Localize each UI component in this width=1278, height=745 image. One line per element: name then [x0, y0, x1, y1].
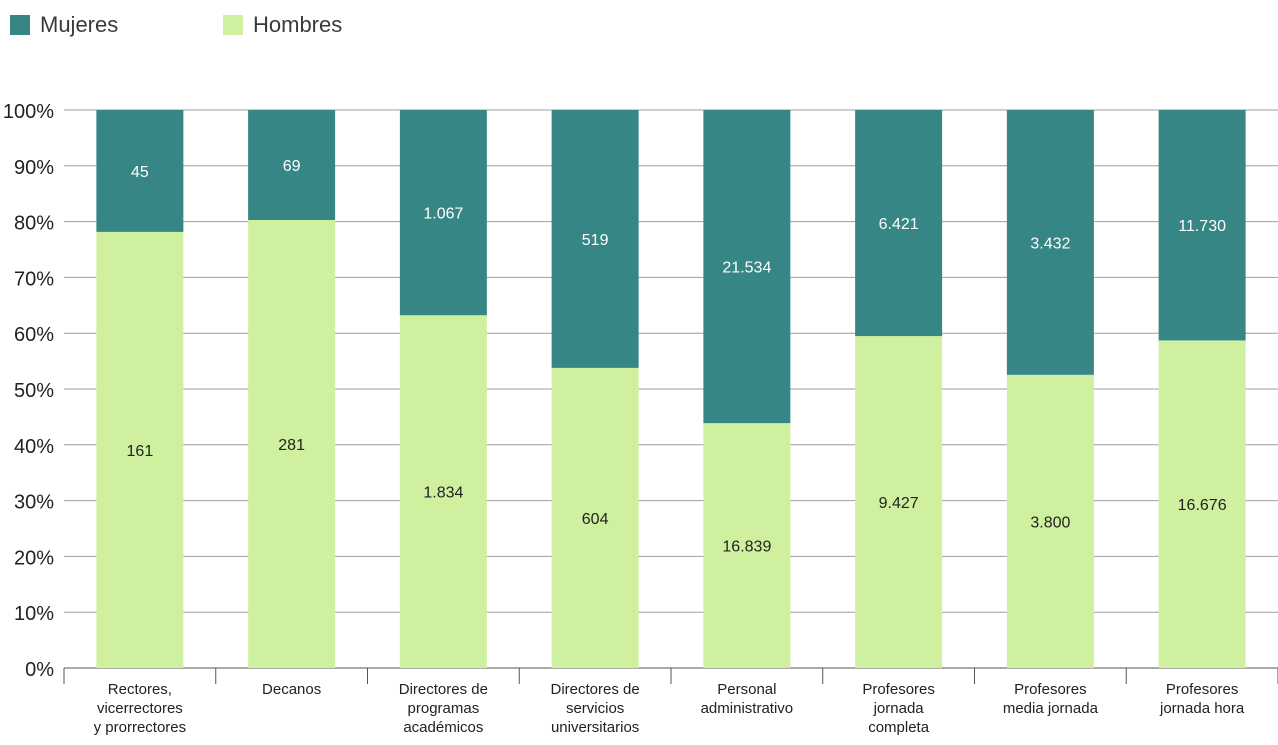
data-label-hombres: 1.834: [423, 485, 463, 502]
x-tick-label: Profesores jornada completa: [862, 681, 935, 736]
y-tick-label: 50%: [14, 380, 54, 402]
data-label-mujeres: 3.432: [1030, 235, 1070, 252]
bar-mujeres: [1006, 110, 1094, 375]
x-tick-label: Decanos: [262, 681, 321, 698]
legend-label-mujeres: Mujeres: [40, 12, 119, 37]
x-tick-label: Personal administrativo: [701, 681, 794, 717]
data-label-mujeres: 11.730: [1178, 218, 1226, 235]
x-tick-label: Profesores media jornada: [1003, 681, 1099, 717]
data-label-hombres: 281: [278, 437, 305, 454]
bar-hombres: [399, 315, 487, 668]
y-tick-label: 10%: [14, 603, 54, 625]
bar-hombres: [551, 367, 639, 668]
data-label-hombres: 161: [127, 443, 154, 460]
data-label-mujeres: 45: [131, 164, 149, 181]
y-tick-label: 0%: [25, 659, 54, 681]
x-tick-label: Directores de programas académicos: [399, 681, 488, 736]
x-tick-label: Profesores jornada hora: [1159, 681, 1245, 717]
y-tick-label: 60%: [14, 324, 54, 346]
bar-mujeres: [703, 110, 791, 424]
bar-hombres: [703, 423, 791, 668]
data-label-mujeres: 6.421: [879, 216, 919, 233]
legend-item-mujeres: Mujeres: [10, 12, 118, 38]
data-label-hombres: 16.676: [1178, 497, 1227, 514]
data-label-hombres: 16.839: [722, 539, 771, 556]
legend-swatch-mujeres: [10, 15, 30, 35]
y-tick-label: 90%: [14, 157, 54, 179]
bar-mujeres: [96, 110, 184, 232]
y-tick-label: 20%: [14, 547, 54, 569]
x-tick-label: Directores de servicios universitarios: [551, 681, 640, 736]
bar-hombres: [855, 336, 943, 668]
y-tick-label: 70%: [14, 268, 54, 290]
data-label-hombres: 9.427: [879, 495, 919, 512]
bar-hombres: [1006, 374, 1094, 668]
legend-item-hombres: Hombres: [223, 12, 342, 38]
legend-swatch-hombres: [223, 15, 243, 35]
bar-mujeres: [855, 110, 943, 337]
data-label-mujeres: 1.067: [423, 206, 463, 223]
bar-mujeres: [399, 110, 487, 316]
y-tick-label: 40%: [14, 436, 54, 458]
legend-label-hombres: Hombres: [253, 12, 343, 37]
y-tick-label: 80%: [14, 213, 54, 235]
bar-hombres: [248, 220, 336, 668]
data-label-mujeres: 519: [582, 232, 609, 249]
data-label-hombres: 3.800: [1030, 514, 1070, 531]
x-tick-label: Rectores, vicerrectores y prorrectores: [94, 681, 187, 736]
data-label-hombres: 604: [582, 511, 609, 528]
bar-mujeres: [1158, 110, 1246, 341]
data-label-mujeres: 69: [283, 158, 301, 175]
y-tick-label: 30%: [14, 492, 54, 514]
bar-mujeres: [248, 110, 336, 221]
y-tick-label: 100%: [3, 101, 54, 123]
bar-mujeres: [551, 110, 639, 368]
bar-hombres: [96, 231, 184, 669]
data-label-mujeres: 21.534: [722, 260, 771, 277]
bar-hombres: [1158, 340, 1246, 668]
